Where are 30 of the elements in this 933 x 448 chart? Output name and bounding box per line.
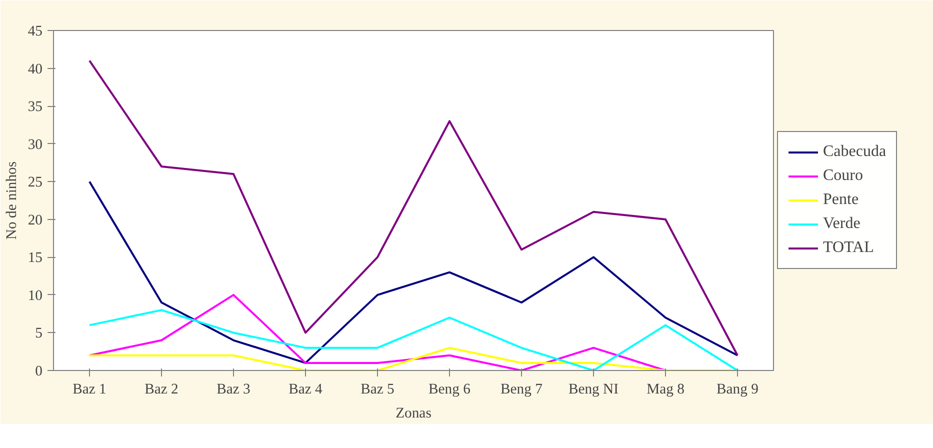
y-tick-label: 10 <box>28 288 42 304</box>
x-tick-label: Mag 8 <box>646 382 684 398</box>
line-series <box>88 60 738 356</box>
x-tick-label: Baz 4 <box>288 382 324 398</box>
y-axis-title: No de ninhos <box>4 161 20 240</box>
legend-label: Verde <box>823 215 860 233</box>
x-tick-label: Bang 9 <box>716 382 758 398</box>
y-tick-label: 45 <box>28 24 42 40</box>
y-tick-label: 35 <box>28 99 42 116</box>
x-axis-title: Zonas <box>396 406 432 422</box>
y-tick-label: 5 <box>35 326 42 342</box>
x-tick-label: Baz 5 <box>360 382 394 398</box>
line-series <box>88 309 738 370</box>
y-tick-label: 20 <box>28 212 42 228</box>
x-tick-label: Beng 6 <box>428 382 470 398</box>
x-tick-label: Beng NI <box>568 382 619 398</box>
x-tick-label: Baz 3 <box>216 382 250 398</box>
x-tick-label: Baz 1 <box>72 382 106 398</box>
line-series <box>88 180 738 364</box>
x-tick-label: Beng 7 <box>500 382 542 398</box>
y-tick-label: 40 <box>28 61 42 78</box>
y-tick-label: 25 <box>28 174 42 191</box>
x-tick-label: Baz 2 <box>144 382 178 398</box>
y-tick-label: 0 <box>35 364 42 380</box>
legend-label: Couro <box>823 167 863 185</box>
y-tick-label: 15 <box>28 250 42 266</box>
legend-label: Pente <box>823 191 859 209</box>
legend-label: TOTAL <box>823 239 874 257</box>
y-tick-label: 30 <box>28 136 42 153</box>
legend-label: Cabecuda <box>823 143 886 161</box>
